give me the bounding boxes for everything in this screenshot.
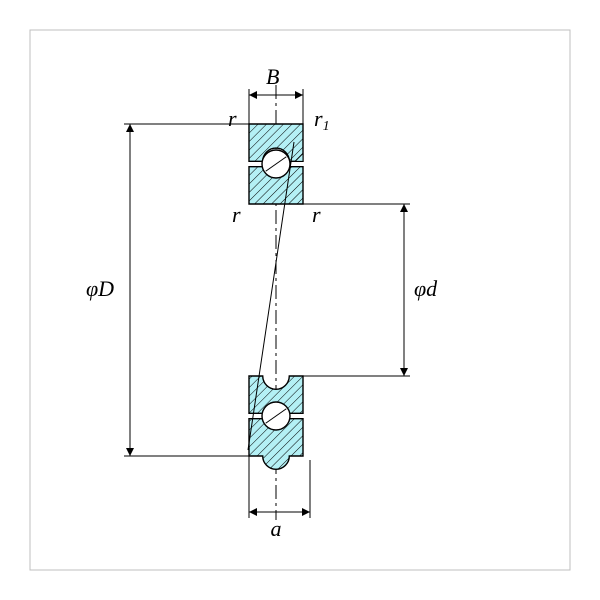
label-r: r [312, 202, 321, 227]
label-B: B [266, 64, 279, 89]
bearing-diagram: BφD φd a r r1 r r [0, 0, 600, 600]
label-r: r [232, 202, 241, 227]
label-a: a [271, 516, 282, 541]
label-r1: r1 [314, 106, 330, 134]
label-phid: φd [414, 276, 438, 301]
label-r: r [228, 106, 237, 131]
label-phiD: φD [86, 276, 114, 301]
